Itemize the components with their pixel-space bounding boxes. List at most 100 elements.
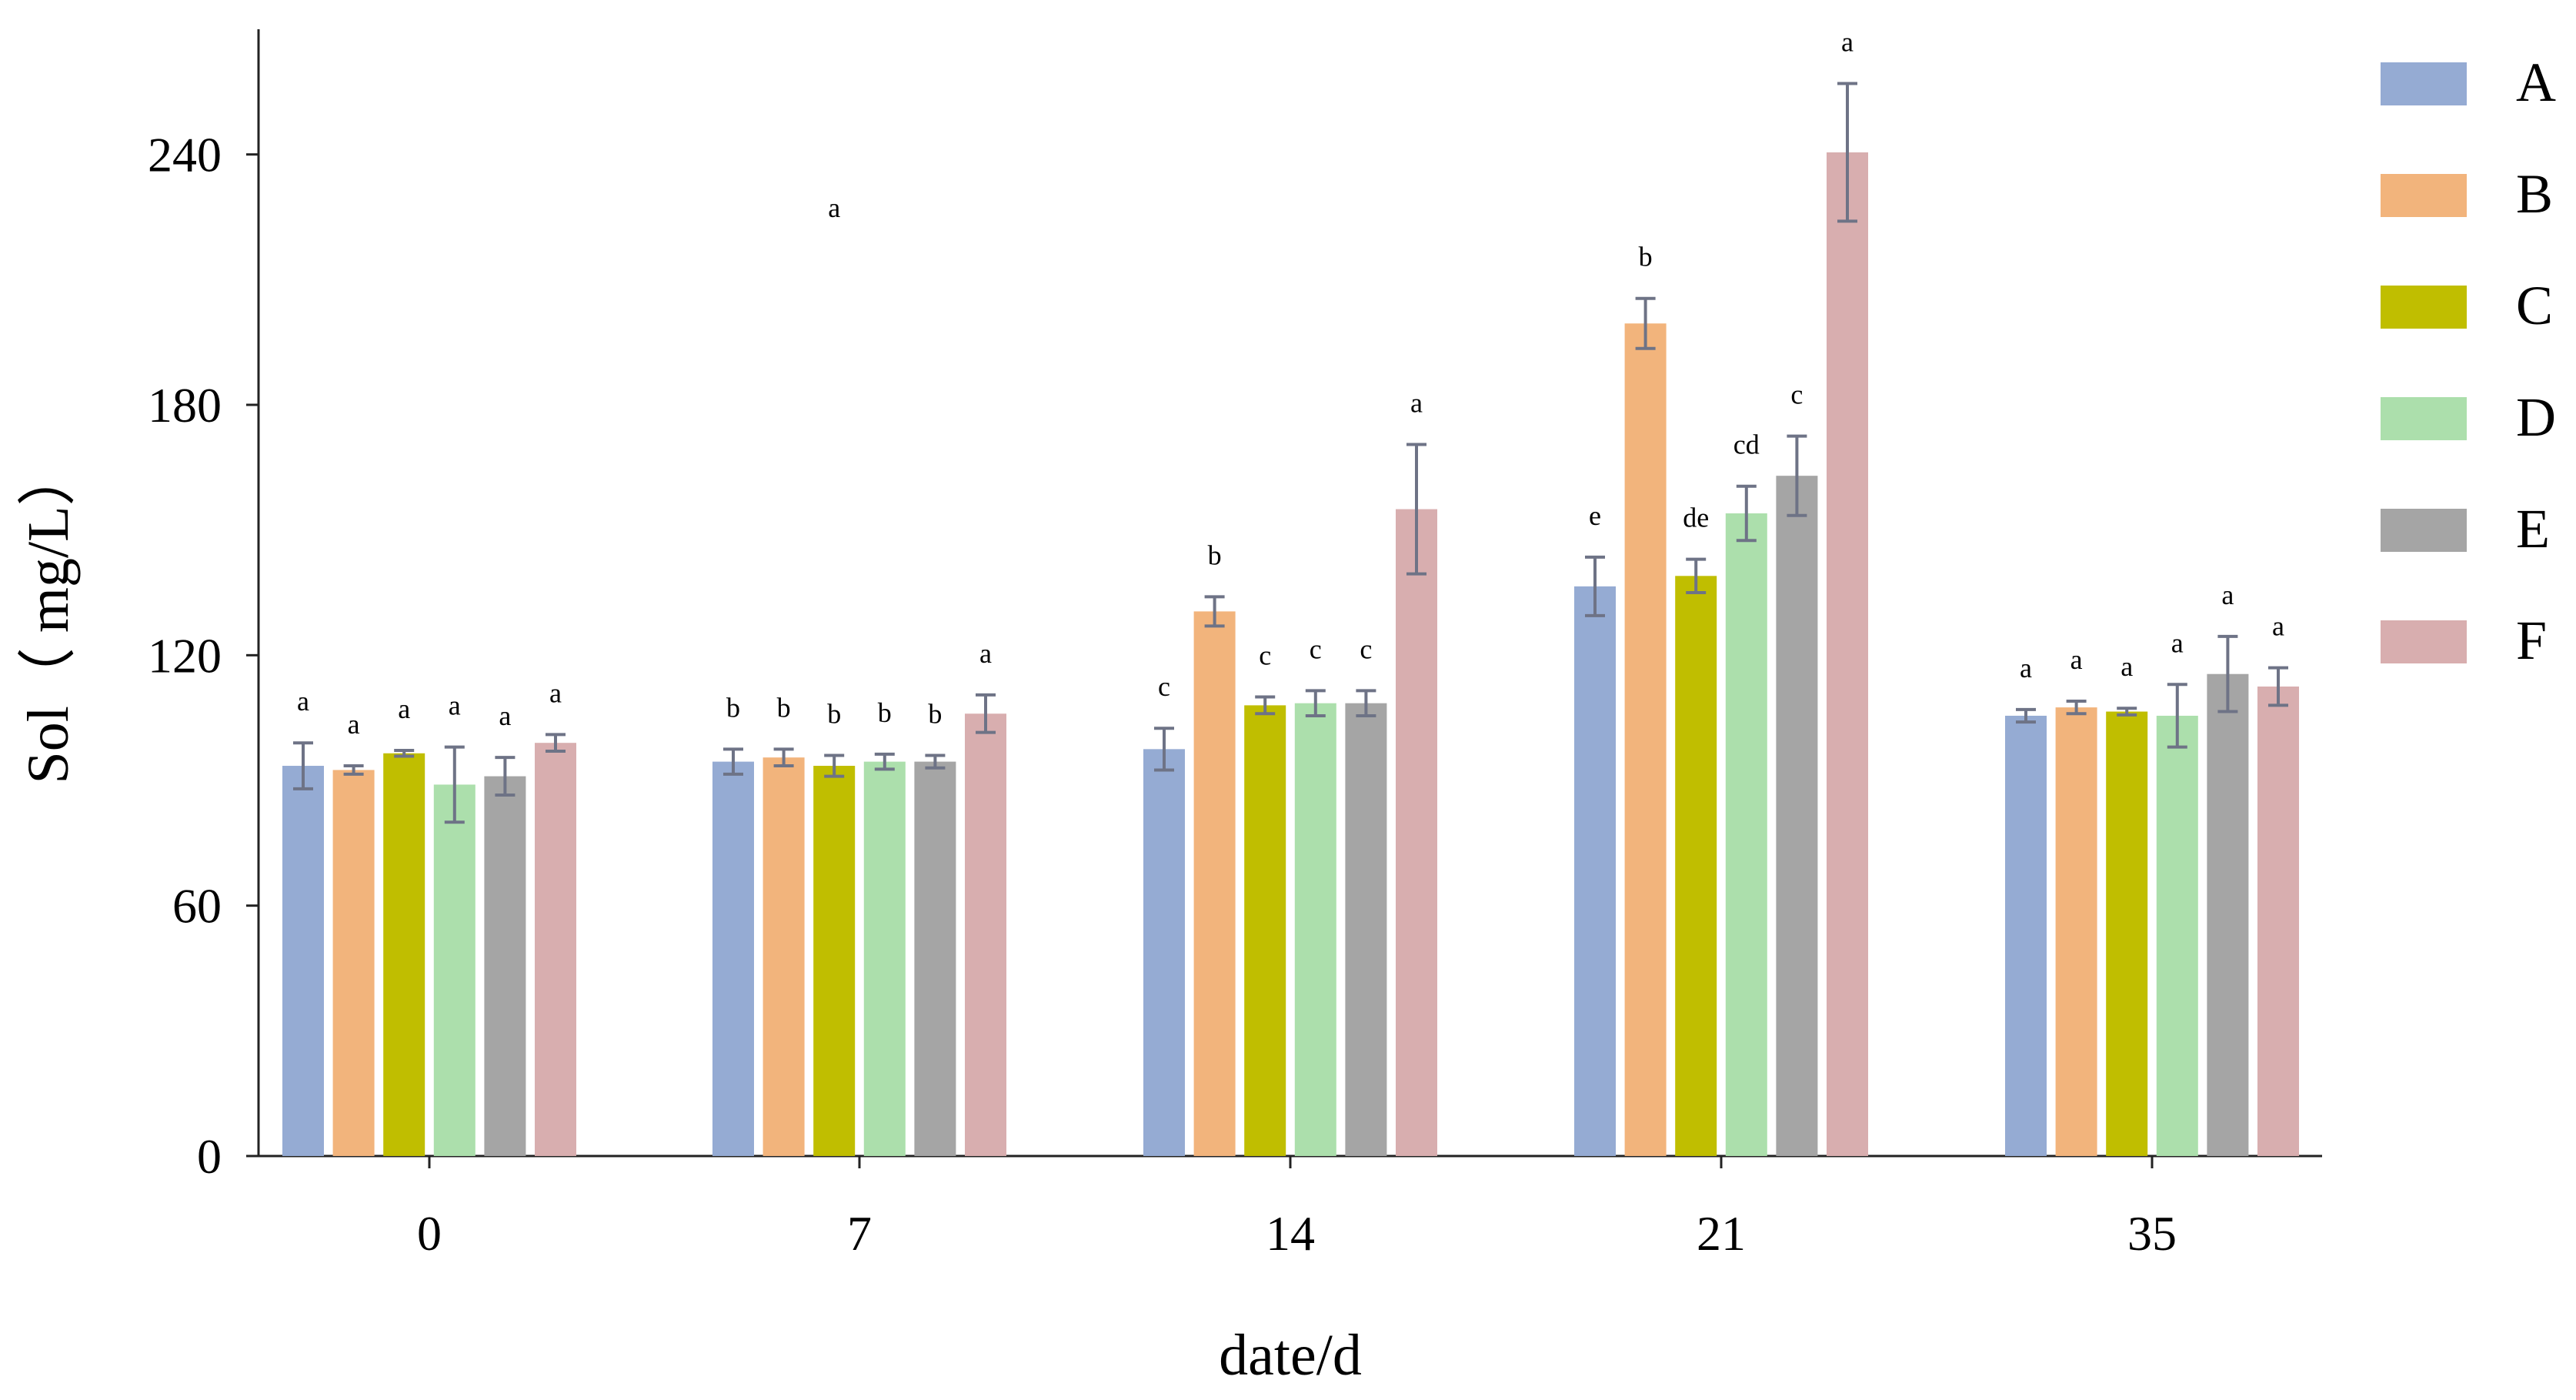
significance-label: c [1790,379,1803,410]
error-bar [1406,443,1426,576]
legend-swatch [2381,397,2467,440]
significance-label: b [1639,242,1653,272]
error-bar [1837,82,1857,223]
significance-label: a [297,686,309,717]
error-bar [1154,727,1174,772]
bar [1143,749,1185,1156]
bar [383,753,425,1156]
significance-label: b [878,697,892,728]
error-bar [546,733,566,753]
bar [2207,673,2249,1156]
x-tick-label: 21 [1697,1206,1746,1261]
bar [433,784,475,1156]
y-tick-label: 0 [197,1129,222,1184]
bar [1574,586,1616,1156]
significance-label: a [979,638,992,669]
error-bar [1255,695,1276,716]
error-bar [1635,296,1656,350]
y-tick-label: 60 [172,879,222,934]
bar [2156,715,2198,1156]
bar [484,776,526,1156]
significance-label: a [2020,653,2032,683]
x-axis-title: date/d [1219,1323,1362,1388]
significance-label: c [1259,640,1271,671]
error-bar [2217,634,2238,713]
y-tick-label: 180 [148,378,222,433]
legend-label: F [2516,610,2547,671]
legend-label: E [2516,498,2550,560]
significance-label: e [1589,500,1601,531]
bar [1624,323,1667,1157]
bar [282,766,324,1156]
bar [1345,703,1387,1156]
error-bar [444,745,465,824]
bar [914,761,956,1156]
error-bar [2066,699,2087,716]
bar [2005,715,2047,1156]
chart-axes: 0 60 120 180 240 0 7 14 21 35 [148,29,2322,1261]
significance-label: c [1158,671,1170,702]
x-tick-label: 7 [847,1206,872,1261]
legend-swatch [2381,174,2467,217]
significance-label: a [2070,644,2083,675]
significance-label: a [348,709,360,740]
significance-label: a [499,700,511,731]
legend-label: D [2516,386,2556,448]
significance-label: b [726,692,740,723]
bar [965,713,1006,1156]
significance-label: a [2121,651,2133,682]
x-tick-label: 14 [1266,1206,1315,1261]
error-bar [874,752,895,771]
legend-item: D [2381,386,2556,448]
x-tick-label: 0 [417,1206,442,1261]
bar [2106,711,2148,1156]
chart-error-bars [293,82,2288,824]
significance-label: a [2171,627,2184,658]
legend-item: A [2381,52,2556,113]
error-bar [2016,707,2036,724]
significance-label: b [827,698,841,729]
significance-label: b [1208,540,1222,570]
legend-item: B [2381,163,2553,225]
significance-label: b [928,698,942,729]
significance-label: a [828,192,840,223]
significance-label: a [2221,580,2234,610]
bar [813,766,856,1156]
error-bar [925,753,946,770]
bar [1776,476,1818,1156]
error-bar [1305,689,1326,717]
significance-label: de [1683,503,1709,533]
y-tick-label: 120 [148,628,222,683]
legend-item: E [2381,498,2550,560]
bar [332,770,375,1156]
error-bar [495,756,516,797]
chart-bars [282,152,2299,1157]
significance-label: a [1410,388,1423,419]
bar [535,743,576,1156]
legend-item: C [2381,275,2553,336]
bar [1193,611,1236,1156]
legend-label: C [2516,275,2553,336]
legend-label: B [2516,163,2553,225]
error-bar [343,764,364,776]
bar [1244,705,1286,1156]
error-bar [976,693,996,734]
bar [2055,707,2097,1156]
bar [1396,509,1437,1156]
significance-label: a [549,677,562,708]
legend-swatch [2381,509,2467,552]
error-bar [2117,707,2137,717]
bar [863,761,906,1156]
legend-label: A [2516,52,2556,113]
significance-label: c [1310,633,1322,664]
error-bar [394,748,415,758]
error-bar [1736,484,1757,543]
significance-label: c [1360,633,1372,664]
bar [712,761,754,1156]
significance-label: a [449,690,461,721]
error-bar [2167,683,2187,749]
legend-swatch [2381,620,2467,663]
bar [1725,513,1767,1156]
